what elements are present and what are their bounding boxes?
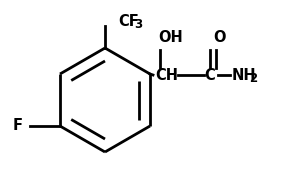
Text: NH: NH xyxy=(232,67,257,82)
Text: OH: OH xyxy=(158,30,183,45)
Text: C: C xyxy=(205,67,215,82)
Text: CF: CF xyxy=(118,15,139,30)
Text: 2: 2 xyxy=(249,71,257,84)
Text: F: F xyxy=(13,118,23,134)
Text: 3: 3 xyxy=(134,18,142,31)
Text: CH: CH xyxy=(155,67,178,82)
Text: O: O xyxy=(213,30,225,45)
